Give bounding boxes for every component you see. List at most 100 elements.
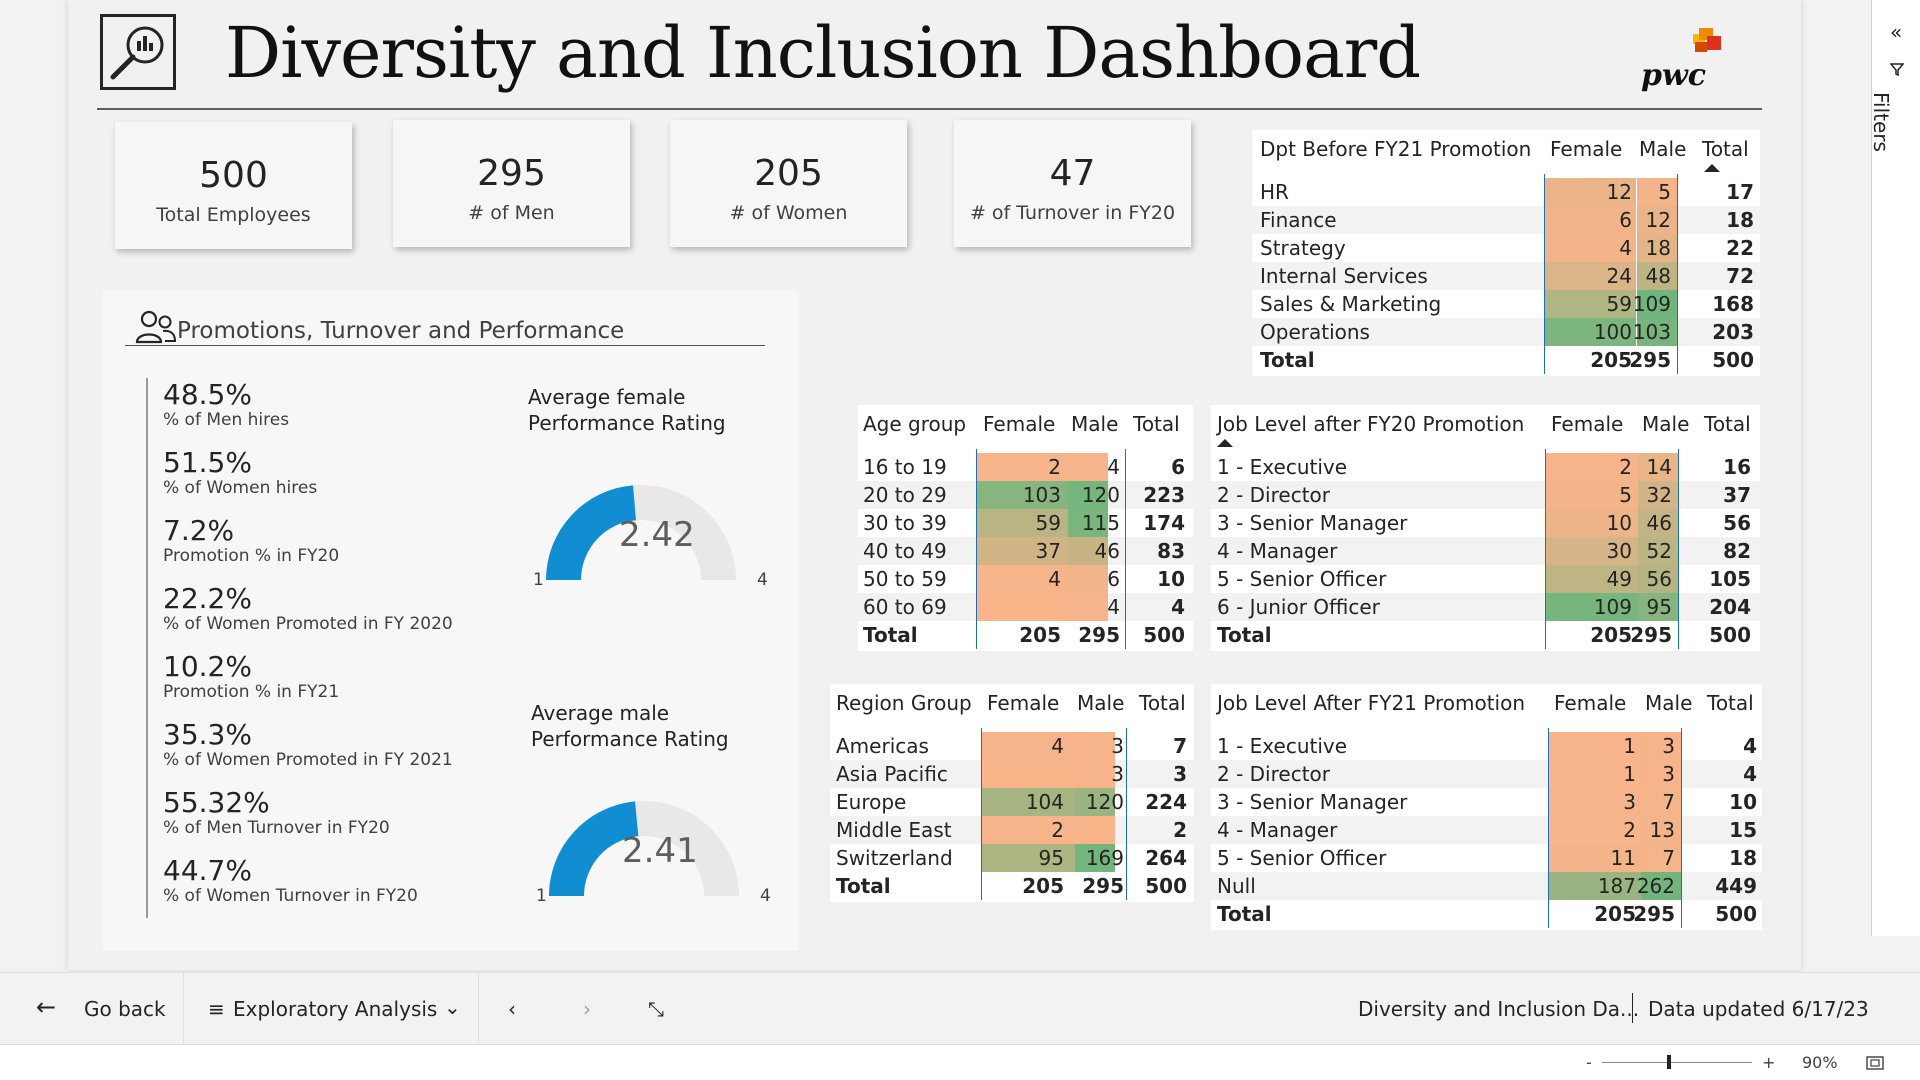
- table-row[interactable]: 6 - Junior Officer 109 95 204: [1211, 593, 1760, 621]
- chevron-down-icon[interactable]: ⌄: [444, 995, 461, 1019]
- table-row[interactable]: Middle East 2 2: [830, 816, 1194, 844]
- column-header[interactable]: Total: [1133, 412, 1180, 436]
- kpi-turnover[interactable]: 47 # of Turnover in FY20: [954, 120, 1191, 247]
- table-row[interactable]: 5 - Senior Officer 11 7 18: [1211, 844, 1762, 872]
- row-label: Total: [863, 623, 918, 647]
- next-page-icon[interactable]: ›: [583, 997, 591, 1021]
- column-header[interactable]: Total: [1702, 137, 1749, 161]
- table-row[interactable]: 3 - Senior Manager 10 46 56: [1211, 509, 1760, 537]
- zoom-in-button[interactable]: +: [1762, 1053, 1776, 1072]
- column-header[interactable]: Female: [983, 412, 1056, 436]
- column-header[interactable]: Female: [1550, 137, 1623, 161]
- column-header[interactable]: Female: [987, 691, 1060, 715]
- table-row[interactable]: 2 - Director 1 3 4: [1211, 760, 1762, 788]
- cell-value: 169: [1085, 846, 1124, 870]
- cell-value: 4: [1048, 567, 1061, 591]
- table-row[interactable]: 30 to 39 59 115 174: [858, 509, 1193, 537]
- column-separator: [1126, 728, 1127, 900]
- female-performance-gauge[interactable]: [521, 440, 761, 600]
- table-row[interactable]: Sales & Marketing 59 109 168: [1252, 290, 1760, 318]
- job-level-fy20-matrix[interactable]: Job Level after FY20 Promotion Female Male…: [1211, 405, 1760, 651]
- table-row[interactable]: Internal Services 24 48 72: [1252, 262, 1760, 290]
- column-header[interactable]: Male: [1077, 691, 1125, 715]
- total-row[interactable]: Total 205 295 500: [1211, 900, 1762, 928]
- table-row[interactable]: 16 to 19 2 4 6: [858, 453, 1193, 481]
- page-selector[interactable]: Exploratory Analysis: [233, 997, 438, 1021]
- cell-value: 59: [1606, 292, 1632, 316]
- zoom-slider-thumb[interactable]: [1667, 1055, 1671, 1069]
- table-row[interactable]: HR 12 5 17: [1252, 178, 1760, 206]
- table-row[interactable]: Finance 6 12 18: [1252, 206, 1760, 234]
- page-list-icon[interactable]: ≡: [208, 997, 225, 1021]
- table-row[interactable]: 4 - Manager 30 52 82: [1211, 537, 1760, 565]
- column-header[interactable]: Dpt Before FY21 Promotion: [1260, 137, 1532, 161]
- table-row[interactable]: 1 - Executive 2 14 16: [1211, 453, 1760, 481]
- column-header[interactable]: Female: [1554, 691, 1627, 715]
- table-row[interactable]: Switzerland 95 169 264: [830, 844, 1194, 872]
- zoom-slider-track[interactable]: [1602, 1062, 1752, 1063]
- table-row[interactable]: 3 - Senior Manager 3 7 10: [1211, 788, 1762, 816]
- row-label: Operations: [1260, 320, 1370, 344]
- kpi-men[interactable]: 295 # of Men: [393, 120, 630, 247]
- table-row[interactable]: 4 - Manager 2 13 15: [1211, 816, 1762, 844]
- column-header[interactable]: Job Level After FY21 Promotion: [1217, 691, 1526, 715]
- data-updated: Data updated 6/17/23: [1648, 997, 1869, 1021]
- table-row[interactable]: 1 - Executive 1 3 4: [1211, 732, 1762, 760]
- previous-page-icon[interactable]: ‹: [508, 997, 516, 1021]
- table-row[interactable]: 60 to 69 4 4: [858, 593, 1193, 621]
- column-header[interactable]: Total: [1707, 691, 1754, 715]
- zoom-out-button[interactable]: -: [1586, 1053, 1592, 1072]
- kpi-total-employees[interactable]: 500 Total Employees: [115, 122, 352, 249]
- kpi-value: 205: [754, 153, 823, 194]
- collapse-filters-icon[interactable]: «: [1890, 20, 1903, 44]
- job-level-fy21-matrix[interactable]: Job Level After FY21 Promotion Female Male…: [1211, 684, 1762, 930]
- table-row[interactable]: 40 to 49 37 46 83: [858, 537, 1193, 565]
- column-header[interactable]: Region Group: [836, 691, 972, 715]
- kpi-women[interactable]: 205 # of Women: [670, 120, 907, 247]
- total-row[interactable]: Total 205 295 500: [1211, 621, 1760, 649]
- column-header[interactable]: Age group: [863, 412, 967, 436]
- column-header[interactable]: Male: [1645, 691, 1693, 715]
- table-row[interactable]: 2 - Director 5 32 37: [1211, 481, 1760, 509]
- zoom-level[interactable]: 90%: [1802, 1053, 1838, 1072]
- sort-arrow-icon[interactable]: [1217, 439, 1233, 447]
- heat-cell: [1548, 760, 1641, 788]
- cell-value: 6: [1107, 567, 1120, 591]
- total-row[interactable]: Total 205 295 500: [1252, 346, 1760, 374]
- table-row[interactable]: Null 187 262 449: [1211, 872, 1762, 900]
- table-row[interactable]: Americas 4 3 7: [830, 732, 1194, 760]
- table-row[interactable]: 5 - Senior Officer 49 56 105: [1211, 565, 1760, 593]
- region-group-matrix[interactable]: Region Group Female Male Total Americas 4 3 7 As…: [830, 684, 1194, 902]
- table-row[interactable]: Operations 100 103 203: [1252, 318, 1760, 346]
- column-header[interactable]: Male: [1639, 137, 1687, 161]
- fit-to-screen-icon[interactable]: [1866, 1056, 1884, 1070]
- table-row[interactable]: 20 to 29 103 120 223: [858, 481, 1193, 509]
- column-header[interactable]: Job Level after FY20 Promotion: [1217, 412, 1525, 436]
- column-header[interactable]: Male: [1642, 412, 1690, 436]
- column-header[interactable]: Male: [1071, 412, 1119, 436]
- column-header[interactable]: Total: [1139, 691, 1186, 715]
- table-row[interactable]: 50 to 59 4 6 10: [858, 565, 1193, 593]
- back-arrow-icon[interactable]: ←: [36, 993, 57, 1021]
- total-row[interactable]: Total 205 295 500: [830, 872, 1194, 900]
- age-group-matrix[interactable]: Age group Female Male Total 16 to 19 2 4 6 20 to…: [858, 405, 1193, 651]
- cell-value: 100: [1593, 320, 1632, 344]
- fit-page-icon[interactable]: ⤡: [648, 997, 664, 1021]
- cell-value: 59: [1035, 511, 1061, 535]
- dept-promotion-matrix[interactable]: Dpt Before FY21 Promotion Female Male Total…: [1252, 130, 1760, 376]
- heat-cell: [1075, 732, 1115, 760]
- column-header[interactable]: Female: [1551, 412, 1624, 436]
- table-row[interactable]: Asia Pacific 3 3: [830, 760, 1194, 788]
- go-back-button[interactable]: Go back: [84, 997, 166, 1021]
- table-row[interactable]: Europe 104 120 224: [830, 788, 1194, 816]
- filters-pane[interactable]: «: [1871, 0, 1920, 936]
- cell-value: 11: [1610, 846, 1636, 870]
- total-row[interactable]: Total 205 295 500: [858, 621, 1193, 649]
- male-performance-gauge[interactable]: [524, 756, 764, 916]
- female-gauge-title: Average female Performance Rating: [528, 384, 726, 436]
- column-header[interactable]: Total: [1704, 412, 1751, 436]
- row-label: 5 - Senior Officer: [1217, 567, 1387, 591]
- filters-label[interactable]: Filters: [1869, 92, 1893, 152]
- sort-arrow-icon[interactable]: [1704, 164, 1720, 172]
- table-row[interactable]: Strategy 4 18 22: [1252, 234, 1760, 262]
